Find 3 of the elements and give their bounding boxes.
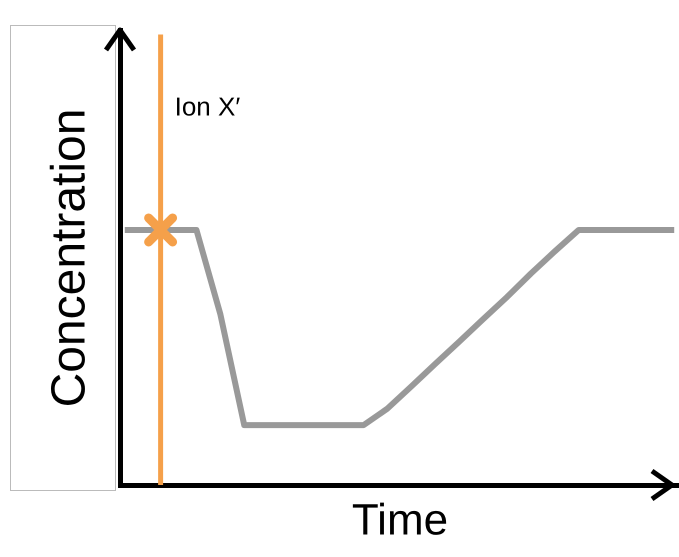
- y-axis-title: Concentration: [42, 108, 96, 408]
- x-axis-title: Time: [352, 496, 448, 544]
- text: Ion X′: [174, 91, 240, 122]
